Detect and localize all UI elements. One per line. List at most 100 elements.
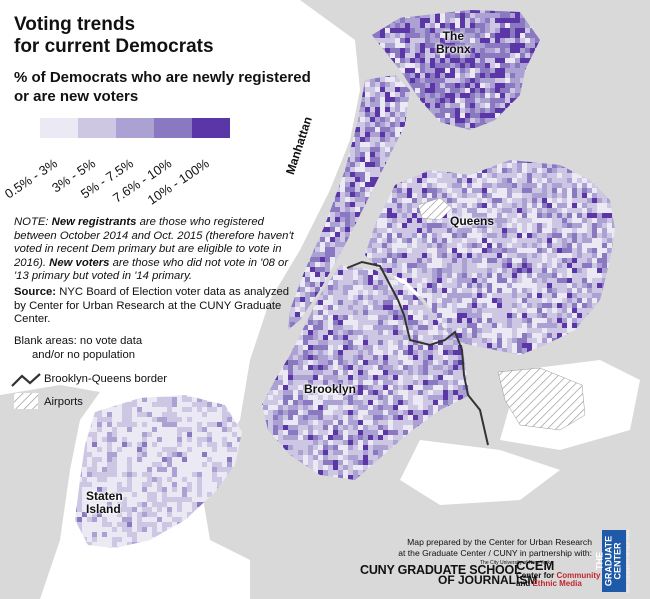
tract-cell [552, 298, 557, 303]
tract-cell [457, 248, 462, 253]
tract-cell [592, 188, 597, 193]
tract-cell [557, 273, 562, 278]
tract-cell [542, 213, 547, 218]
tract-cell [313, 325, 318, 330]
tract-cell [592, 268, 597, 273]
tract-cell [447, 263, 452, 268]
tract-cell [345, 127, 350, 132]
tract-cell [300, 302, 305, 307]
tract-cell [547, 193, 552, 198]
tract-cell [597, 248, 602, 253]
tract-cell [447, 323, 452, 328]
tract-cell [457, 193, 462, 198]
tract-cell [552, 243, 557, 248]
tract-cell [502, 263, 507, 268]
tract-cell [402, 268, 407, 273]
tract-cell [477, 203, 482, 208]
tract-cell [400, 18, 405, 23]
tract-cell [442, 223, 447, 228]
tract-cell [425, 53, 430, 58]
tract-cell [475, 28, 480, 33]
tract-cell [470, 103, 475, 108]
tract-cell [313, 310, 318, 315]
tract-cell [587, 263, 592, 268]
tract-cell [420, 33, 425, 38]
tract-cell [557, 173, 562, 178]
tract-cell [375, 137, 380, 142]
tract-cell [582, 188, 587, 193]
tract-cell [315, 182, 320, 187]
tract-cell [485, 10, 490, 13]
tract-cell [552, 233, 557, 238]
tract-cell [377, 248, 382, 253]
tract-cell [477, 223, 482, 228]
tract-cell [490, 13, 495, 18]
tract-cell [602, 268, 607, 273]
tract-cell [338, 290, 343, 295]
tract-cell [572, 248, 577, 253]
tract-cell [567, 263, 572, 268]
tract-cell [340, 247, 345, 252]
tract-cell [587, 228, 592, 233]
tract-cell [480, 103, 485, 108]
tract-cell [295, 202, 300, 207]
tract-cell [475, 18, 480, 23]
tract-cell [467, 223, 472, 228]
tract-cell [410, 73, 415, 78]
tract-cell [490, 48, 495, 53]
tract-cell [447, 328, 452, 333]
tract-cell [475, 118, 480, 123]
tract-cell [320, 137, 325, 142]
tract-cell [487, 338, 492, 343]
tract-cell [385, 127, 390, 132]
tract-cell [370, 187, 375, 192]
tract-cell [442, 218, 447, 223]
tract-cell [320, 262, 325, 267]
tract-cell [572, 223, 577, 228]
tract-cell [557, 213, 562, 218]
tract-cell [557, 243, 562, 248]
tract-cell [440, 78, 445, 83]
tract-cell [525, 43, 530, 48]
tract-cell [602, 263, 607, 268]
tract-cell [470, 33, 475, 38]
tract-cell [305, 202, 310, 207]
tract-cell [313, 305, 318, 310]
tract-cell [455, 108, 460, 113]
tract-cell [330, 217, 335, 222]
tract-cell [495, 13, 500, 18]
tract-cell [512, 163, 517, 168]
tract-cell [562, 173, 567, 178]
tract-cell [437, 233, 442, 238]
tract-cell [482, 243, 487, 248]
tract-cell [607, 238, 612, 243]
tract-cell [502, 268, 507, 273]
tract-cell [527, 243, 532, 248]
tract-cell [467, 283, 472, 288]
tract-cell [602, 223, 607, 228]
tract-cell [435, 113, 440, 118]
tract-cell [405, 28, 410, 33]
tract-cell [315, 277, 320, 282]
tract-cell [350, 222, 355, 227]
tract-cell [360, 157, 365, 162]
tract-cell [355, 142, 360, 147]
tract-cell [500, 63, 505, 68]
tract-cell [457, 298, 462, 303]
tract-cell [412, 258, 417, 263]
tract-cell [375, 127, 380, 132]
tract-cell [537, 198, 542, 203]
tract-cell [587, 273, 592, 278]
tract-cell [330, 222, 335, 227]
tract-cell [492, 308, 497, 313]
tract-cell [512, 298, 517, 303]
tract-cell [487, 193, 492, 198]
tract-cell [370, 157, 375, 162]
tract-cell [335, 222, 340, 227]
tract-cell [547, 218, 552, 223]
tract-cell [407, 188, 412, 193]
tract-cell [520, 73, 525, 78]
tract-cell [520, 58, 525, 63]
tract-cell [572, 263, 577, 268]
tract-cell [358, 285, 363, 290]
